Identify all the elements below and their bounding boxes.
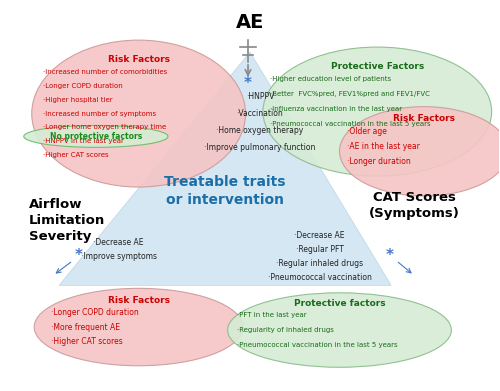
Text: Treatable traits
or intervention: Treatable traits or intervention — [164, 175, 286, 207]
Ellipse shape — [263, 47, 492, 176]
Text: ·Higher CAT scores: ·Higher CAT scores — [51, 337, 123, 346]
Text: ·PFT in the last year: ·PFT in the last year — [237, 312, 306, 318]
Text: No protective factors: No protective factors — [50, 132, 142, 141]
Text: ·Better  FVC%pred, FEV1%pred and FEV1/FVC: ·Better FVC%pred, FEV1%pred and FEV1/FVC — [270, 91, 430, 97]
Text: Protective factors: Protective factors — [294, 299, 386, 308]
Text: Risk Factors: Risk Factors — [108, 296, 170, 305]
Ellipse shape — [340, 107, 500, 196]
Text: ·Pneumococcal vaccination: ·Pneumococcal vaccination — [268, 273, 372, 282]
Text: AE: AE — [236, 13, 264, 32]
Text: ·Increased number of comorbidities: ·Increased number of comorbidities — [43, 69, 168, 75]
Text: ·Pneumococcal vaccination in the last 5 years: ·Pneumococcal vaccination in the last 5 … — [270, 120, 430, 127]
Text: Risk Factors: Risk Factors — [108, 56, 170, 65]
Text: CAT Scores
(Symptoms): CAT Scores (Symptoms) — [368, 192, 460, 221]
Ellipse shape — [34, 288, 243, 366]
Text: ·Longer COPD duration: ·Longer COPD duration — [43, 83, 123, 89]
Text: ·HNPPV in the last year: ·HNPPV in the last year — [43, 138, 124, 144]
Text: ·Increased number of symptoms: ·Increased number of symptoms — [43, 111, 156, 117]
Text: Risk Factors: Risk Factors — [393, 114, 455, 123]
Text: *: * — [385, 248, 393, 263]
Ellipse shape — [228, 293, 452, 367]
Text: ·Pneumococcal vaccination in the last 5 years: ·Pneumococcal vaccination in the last 5 … — [237, 342, 398, 348]
Text: ·Home oxygen therapy: ·Home oxygen therapy — [216, 126, 304, 135]
Text: ·Longer home oxygen therapy time: ·Longer home oxygen therapy time — [43, 124, 166, 131]
Text: ·Longer duration: ·Longer duration — [348, 157, 411, 166]
Text: ·Higher hospital tier: ·Higher hospital tier — [43, 97, 113, 103]
Text: ·Regularity of inhaled drugs: ·Regularity of inhaled drugs — [237, 327, 334, 333]
Text: ·HNPPV: ·HNPPV — [246, 92, 274, 101]
Text: ·Improve symptoms: ·Improve symptoms — [80, 252, 156, 261]
Text: ·Decrease AE: ·Decrease AE — [94, 238, 144, 247]
Text: ·Higher CAT scores: ·Higher CAT scores — [43, 152, 109, 158]
Text: Airflow
Limitation
Severity: Airflow Limitation Severity — [29, 198, 106, 243]
Text: ·Longer COPD duration: ·Longer COPD duration — [51, 308, 139, 317]
Text: ·Higher education level of patients: ·Higher education level of patients — [270, 76, 391, 82]
Text: ·Regular PFT: ·Regular PFT — [296, 245, 344, 254]
Polygon shape — [59, 52, 391, 285]
Text: *: * — [75, 248, 83, 263]
Text: Protective Factors: Protective Factors — [330, 63, 424, 72]
Text: ·Decrease AE: ·Decrease AE — [294, 231, 345, 240]
Text: ·More frequent AE: ·More frequent AE — [51, 323, 120, 332]
Text: ·Vaccination: ·Vaccination — [236, 109, 284, 118]
Text: ·AE in the last year: ·AE in the last year — [348, 142, 420, 151]
Text: ·Influenza vaccination in the last year: ·Influenza vaccination in the last year — [270, 106, 402, 111]
Text: ·Older age: ·Older age — [348, 127, 388, 136]
Ellipse shape — [32, 40, 246, 187]
Text: ·Regular inhaled drugs: ·Regular inhaled drugs — [276, 259, 363, 268]
Ellipse shape — [24, 126, 168, 147]
Text: *: * — [244, 76, 252, 91]
Text: ·Improve pulmonary function: ·Improve pulmonary function — [204, 143, 316, 152]
